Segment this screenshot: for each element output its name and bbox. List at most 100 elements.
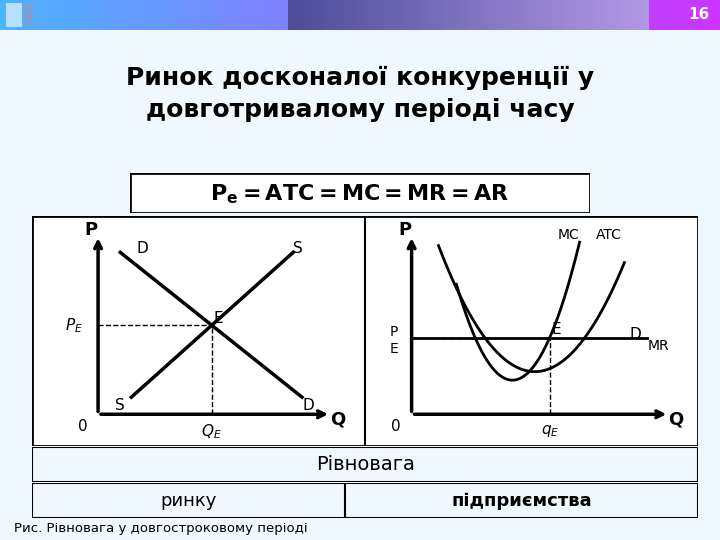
Bar [94,0,101,30]
Bar [468,0,475,30]
Bar [504,0,511,30]
Bar [612,0,619,30]
Bar [554,0,562,30]
Bar [389,0,396,30]
Bar [594,0,601,30]
Bar [619,0,626,30]
Bar [108,0,115,30]
Text: 16: 16 [688,8,709,22]
Bar [382,0,389,30]
Bar [486,0,493,30]
Bar [526,0,533,30]
Bar [312,0,319,30]
Bar [402,0,409,30]
Bar [166,0,173,30]
Bar [446,0,454,30]
Bar [396,0,403,30]
Bar [528,0,535,30]
Bar [444,0,451,30]
Text: MR: MR [647,339,669,353]
Bar [634,0,641,30]
Bar [454,0,461,30]
Bar [562,0,569,30]
Bar [510,0,517,30]
Bar [348,0,355,30]
Bar [420,0,427,30]
Bar [259,0,266,30]
Bar [425,0,432,30]
Bar [396,0,403,30]
Bar [86,0,94,30]
Bar [330,0,337,30]
Bar [173,0,180,30]
Bar [547,0,554,30]
Bar [274,0,281,30]
Bar [216,0,223,30]
Bar [324,0,331,30]
Bar [713,0,720,30]
Text: D: D [630,327,642,342]
Bar [144,0,151,30]
Bar [518,0,526,30]
Bar [588,0,595,30]
Text: S: S [293,241,302,256]
Text: 0: 0 [391,418,401,434]
Bar [360,0,367,30]
Bar [288,0,295,30]
Bar [306,0,313,30]
Bar [450,0,457,30]
Bar [223,0,230,30]
Text: E: E [552,321,562,336]
Bar [498,0,505,30]
Bar [24,4,33,25]
Bar [569,0,576,30]
Bar [65,0,72,30]
Bar [238,0,245,30]
Text: D: D [137,241,148,256]
Bar [408,0,415,30]
Bar [310,0,317,30]
Bar [655,0,662,30]
Bar [29,0,36,30]
Bar [461,0,468,30]
Bar [432,0,439,30]
Bar [426,0,433,30]
Bar [378,0,385,30]
Bar [698,0,706,30]
Bar [432,0,439,30]
Bar [281,0,288,30]
Text: $Q_E$: $Q_E$ [202,422,222,441]
Bar [58,0,65,30]
Bar [497,0,504,30]
Bar [252,0,259,30]
Bar [564,0,571,30]
Text: ATC: ATC [595,228,621,242]
Bar [438,0,445,30]
Bar [317,0,324,30]
Text: 0: 0 [78,418,87,434]
Bar [354,0,361,30]
Bar [482,0,490,30]
Bar [266,0,274,30]
Text: $q_E$: $q_E$ [541,423,559,440]
Bar [468,0,475,30]
Bar [14,0,22,30]
Bar [115,0,122,30]
Bar [662,0,670,30]
Text: ринку: ринку [161,492,217,510]
Bar [158,0,166,30]
Bar [516,0,523,30]
Bar [324,0,331,30]
Bar [684,0,691,30]
Text: Рівновага: Рівновага [316,455,415,474]
Bar [618,0,625,30]
Bar [372,0,379,30]
Bar [670,0,677,30]
Bar [648,0,655,30]
Bar [606,0,613,30]
Bar [7,0,14,30]
Bar [194,0,202,30]
Bar [490,0,497,30]
Text: Рис. Рівновага у довгостроковому періоді: Рис. Рівновага у довгостроковому періоді [14,522,308,535]
Bar [414,0,421,30]
